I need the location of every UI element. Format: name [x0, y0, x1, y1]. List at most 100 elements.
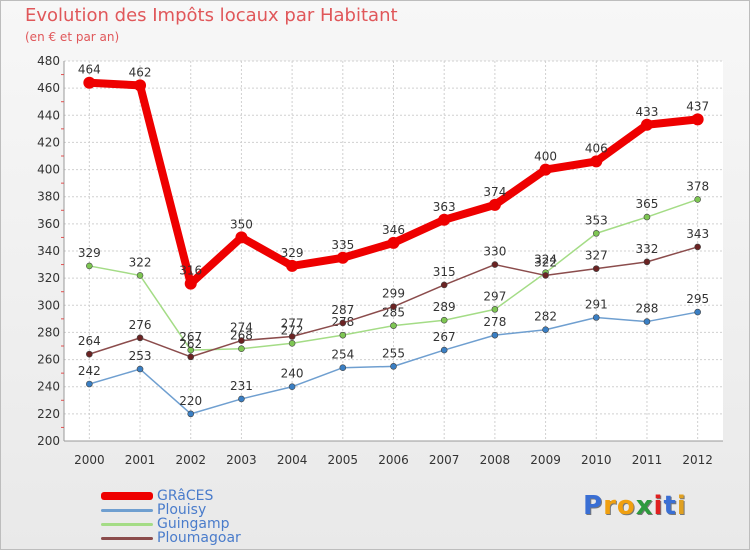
data-label-plouisy: 220 [179, 394, 202, 408]
y-tick-label: 300 [37, 298, 60, 312]
data-label-guingamp: 272 [281, 323, 304, 337]
chart-title: Evolution des Impôts locaux par Habitant [25, 5, 398, 26]
data-point-guingamp [136, 272, 144, 279]
data-label-plouisy: 282 [534, 310, 557, 324]
data-label-gr-ces: 374 [483, 185, 506, 199]
data-point-guingamp [390, 322, 397, 329]
data-point-gr-ces [336, 251, 349, 264]
x-tick-label: 2008 [480, 453, 511, 467]
legend-label-guingamp: Guingamp [157, 516, 230, 532]
logo-letter: o [616, 491, 636, 521]
data-label-guingamp: 289 [433, 300, 456, 314]
data-label-plouisy: 254 [331, 348, 354, 362]
data-point-plouisy [542, 326, 549, 334]
data-label-ploumagoar: 299 [382, 287, 405, 301]
data-point-guingamp [440, 316, 448, 324]
y-tick-label: 260 [37, 353, 60, 367]
data-label-ploumagoar: 264 [78, 334, 101, 348]
data-label-guingamp: 268 [230, 329, 253, 343]
data-point-gr-ces [83, 76, 96, 89]
data-label-plouisy: 288 [636, 302, 659, 316]
data-label-guingamp: 365 [636, 197, 659, 211]
y-tick-label: 220 [37, 407, 60, 421]
data-point-guingamp [643, 213, 651, 221]
data-label-ploumagoar: 330 [483, 245, 506, 259]
x-tick-label: 2012 [682, 453, 713, 467]
x-tick-label: 2004 [277, 453, 308, 467]
data-point-ploumagoar [643, 258, 651, 266]
data-label-gr-ces: 433 [636, 105, 659, 119]
data-label-gr-ces: 437 [686, 99, 709, 113]
legend-swatch-graces [101, 492, 153, 500]
legend-item-graces: GRâCES [101, 488, 213, 504]
data-point-guingamp [491, 306, 499, 313]
data-point-plouisy [440, 346, 448, 354]
data-label-ploumagoar: 322 [534, 255, 557, 269]
proxiti-logo: Proxiti [583, 491, 687, 521]
legend-swatch-plouisy [101, 508, 153, 512]
legend-item-guingamp: Guingamp [101, 516, 229, 532]
data-point-plouisy [136, 365, 144, 373]
data-label-gr-ces: 462 [129, 65, 152, 79]
logo-letter: r [603, 491, 617, 521]
data-point-plouisy [390, 363, 397, 370]
data-point-ploumagoar [136, 334, 144, 342]
data-point-guingamp [694, 196, 701, 203]
x-tick-label: 2003 [226, 453, 257, 467]
data-label-ploumagoar: 276 [129, 318, 152, 332]
data-point-guingamp [339, 331, 347, 339]
data-point-gr-ces [184, 277, 197, 290]
logo-letter: i [653, 491, 664, 521]
y-tick-label: 380 [37, 190, 60, 204]
data-label-ploumagoar: 274 [230, 321, 253, 335]
data-label-guingamp: 297 [483, 289, 506, 303]
data-point-plouisy [643, 318, 651, 325]
legend-label-graces: GRâCES [157, 488, 214, 504]
data-point-ploumagoar [86, 350, 93, 358]
data-label-guingamp: 329 [78, 246, 101, 260]
data-point-plouisy [339, 364, 347, 372]
y-tick-label: 420 [37, 135, 60, 149]
x-tick-label: 2011 [632, 453, 663, 467]
data-point-plouisy [187, 410, 195, 418]
data-point-gr-ces [235, 231, 248, 244]
data-point-ploumagoar [542, 272, 549, 279]
y-tick-label: 460 [37, 81, 60, 95]
data-point-gr-ces [590, 155, 603, 168]
x-tick-label: 2006 [378, 453, 409, 467]
data-point-guingamp [86, 262, 93, 270]
data-label-guingamp: 267 [179, 330, 202, 344]
y-tick-label: 280 [37, 325, 60, 339]
x-tick-label: 2010 [581, 453, 612, 467]
data-point-gr-ces [488, 198, 501, 211]
data-label-guingamp: 324 [534, 253, 557, 267]
data-point-ploumagoar [187, 353, 195, 361]
y-tick-label: 400 [37, 163, 60, 177]
data-point-gr-ces [691, 113, 704, 126]
data-label-ploumagoar: 277 [281, 317, 304, 331]
data-label-guingamp: 322 [129, 255, 152, 269]
legend-label-ploumagoar: Ploumagoar [157, 530, 241, 546]
data-point-gr-ces [539, 163, 552, 176]
data-point-gr-ces [286, 259, 299, 272]
data-point-plouisy [491, 331, 499, 339]
logo-letter: i [676, 491, 687, 521]
y-tick-label: 360 [37, 217, 60, 231]
x-tick-label: 2002 [175, 453, 206, 467]
y-tick-label: 340 [37, 244, 60, 258]
y-tick-label: 240 [37, 380, 60, 394]
data-point-ploumagoar [694, 243, 701, 251]
data-label-plouisy: 240 [281, 367, 304, 381]
data-point-guingamp [592, 230, 600, 237]
data-label-ploumagoar: 343 [686, 227, 709, 241]
x-tick-label: 2009 [530, 453, 561, 467]
legend-label-plouisy: Plouisy [157, 502, 207, 518]
chart-subtitle: (en € et par an) [25, 30, 120, 44]
data-label-ploumagoar: 315 [433, 265, 456, 279]
data-label-gr-ces: 346 [382, 223, 405, 237]
data-point-ploumagoar [339, 319, 347, 327]
data-point-gr-ces [438, 213, 451, 226]
x-tick-label: 2000 [74, 453, 105, 467]
